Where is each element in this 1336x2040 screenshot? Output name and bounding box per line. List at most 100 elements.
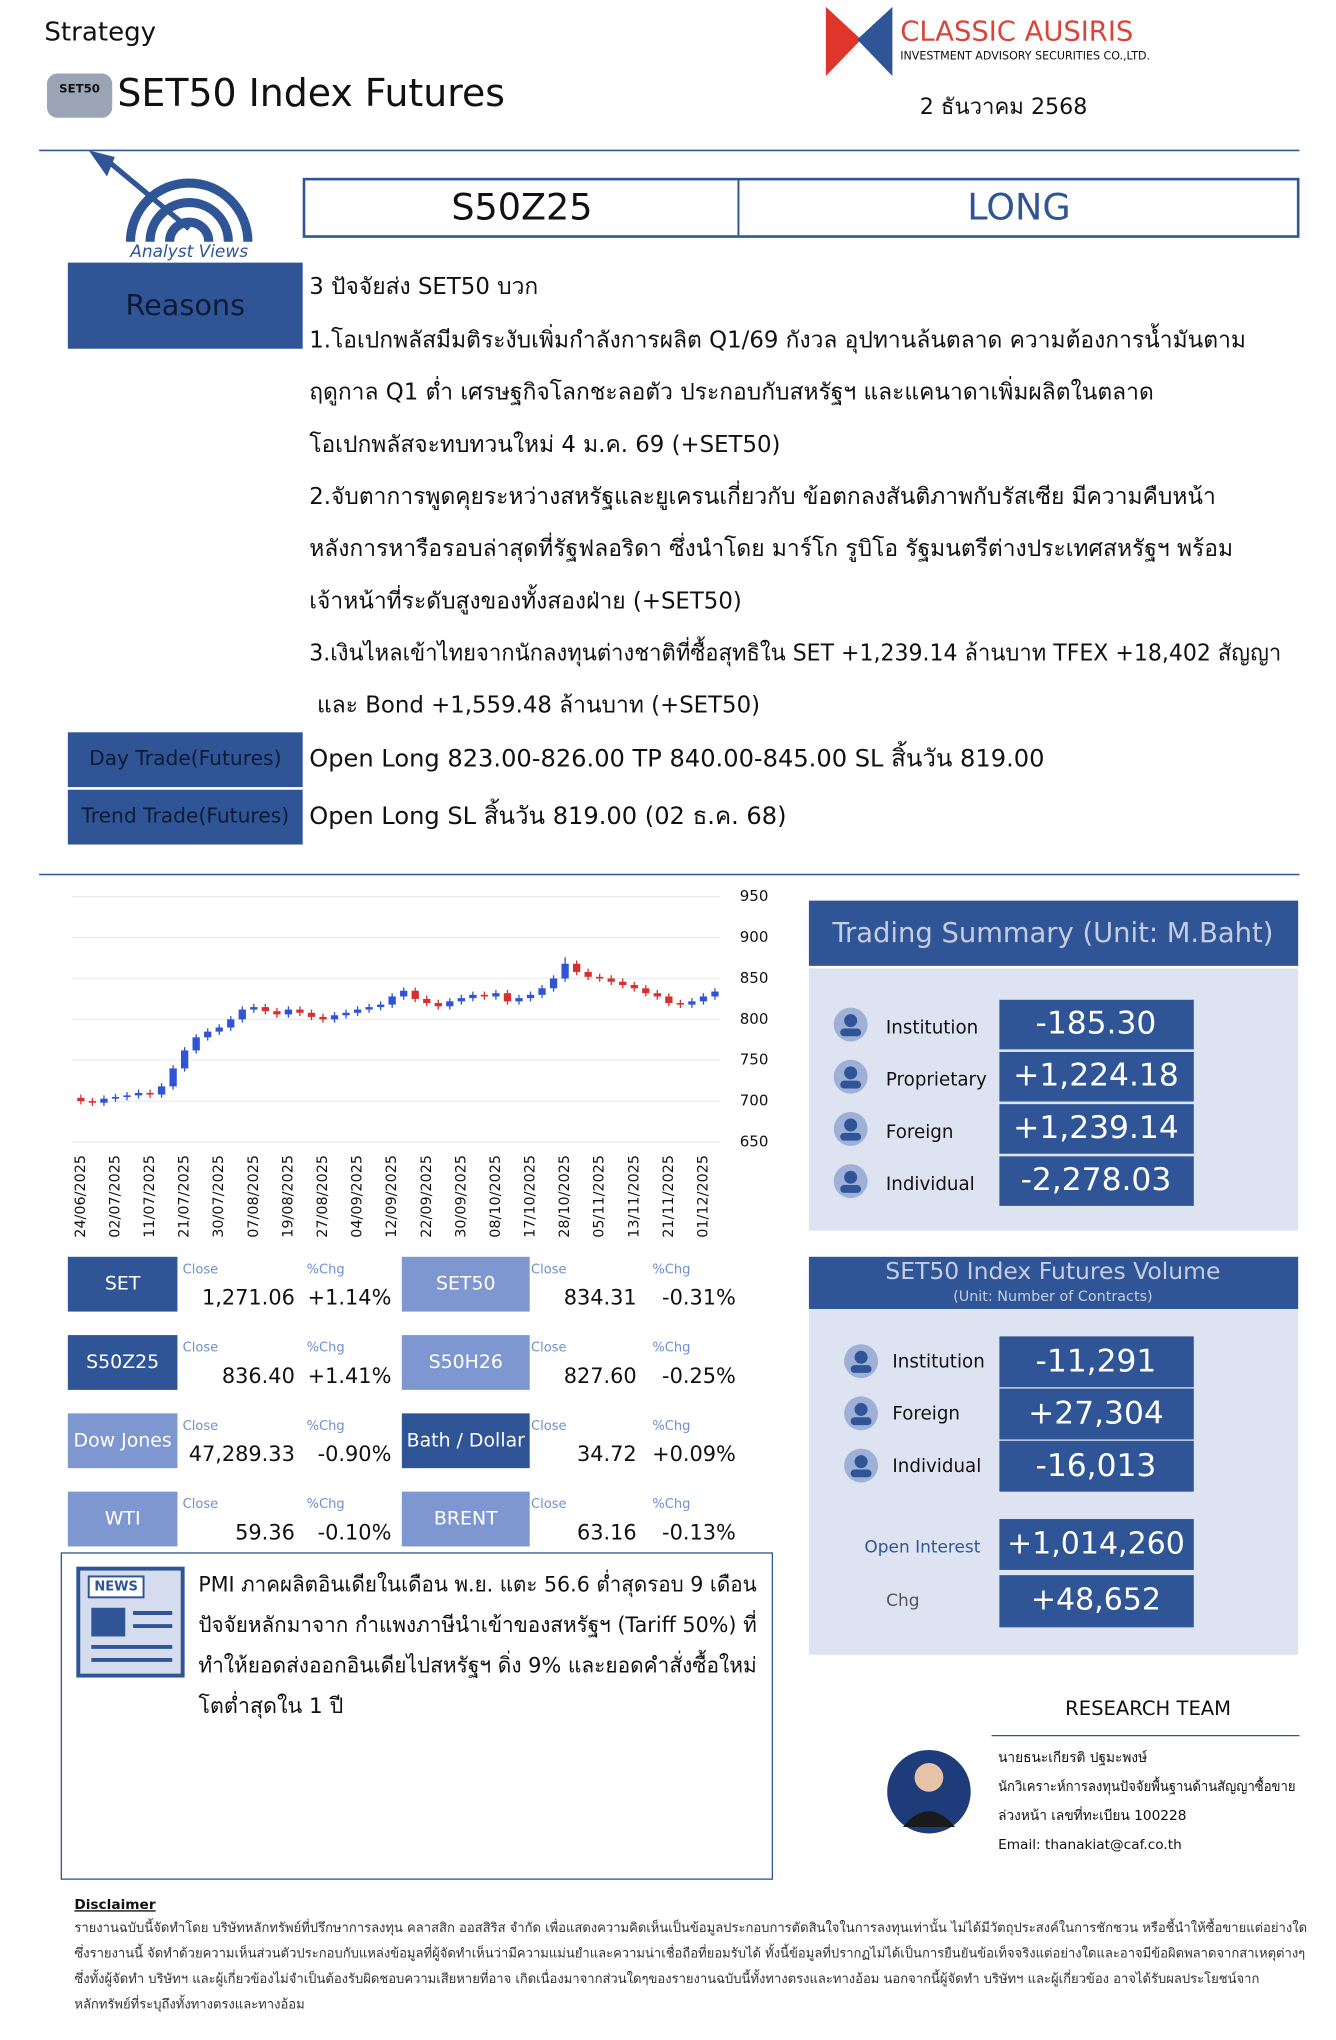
- x-tick-label: 01/12/2025: [695, 1155, 711, 1238]
- candle-body: [342, 1012, 350, 1016]
- chg-label: %Chg: [307, 1341, 345, 1356]
- price-chart: 650 700 750 800 850 900 950 24/06/2025 02/07/202…: [71, 887, 769, 1238]
- market-name: SET: [105, 1273, 141, 1295]
- row-icon: [844, 1066, 858, 1080]
- row-value: -16,013: [1036, 1448, 1157, 1484]
- chg-label: Chg: [886, 1590, 919, 1610]
- brand-subtitle: INVESTMENT ADVISORY SECURITIES CO.,LTD.: [900, 49, 1150, 62]
- candle-body: [238, 1009, 246, 1020]
- reasons-label-box: [67, 262, 303, 349]
- y-tick-label: 700: [740, 1092, 769, 1110]
- panel-title: Trading Summary (Unit: M.Baht): [831, 918, 1273, 949]
- candle-body: [204, 1031, 212, 1038]
- candle-body: [676, 1002, 685, 1005]
- candle-body: [88, 1101, 97, 1103]
- candle-body: [284, 1009, 293, 1015]
- candle-body: [492, 993, 500, 997]
- badge-text: SET50: [59, 82, 100, 96]
- reason-line: ฤดูกาล Q1 ต่ำ เศรษฐกิจโลกชะลอตัว ประกอบก…: [309, 376, 1154, 406]
- reason-line: 3 ปัจจัยส่ง SET50 บวก: [309, 274, 538, 300]
- value-box: [999, 1336, 1194, 1388]
- news-box: [60, 1552, 774, 1880]
- chg-value: +1.14%: [308, 1286, 392, 1310]
- news-text: PMI ภาคผลิตอินเดียในเดือน พ.ย. แตะ 56.6 …: [198, 1570, 757, 1719]
- news-line: ปัจจัยหลักมาจาก กำแพงภาษีนำเข้าของสหรัฐฯ…: [198, 1610, 756, 1638]
- trade-label-box: [67, 789, 303, 845]
- chg-label: %Chg: [652, 1497, 690, 1512]
- candle-body: [376, 1004, 385, 1008]
- candle-body: [665, 996, 673, 1003]
- chg-label: %Chg: [652, 1419, 690, 1434]
- row-icon: [854, 1455, 868, 1469]
- chg-value: -0.31%: [662, 1286, 736, 1310]
- row-icon: [840, 1080, 862, 1089]
- panel-header: [808, 1256, 1299, 1309]
- chg-value: -0.90%: [318, 1442, 392, 1466]
- candle-body: [711, 991, 719, 997]
- reason-line: เจ้าหน้าที่ระดับสูงของทั้งสองฝ่าย (+SET5…: [309, 584, 742, 614]
- disclaimer-line: ซึ่งทั้งผู้จัดทำ บริษัทฯ และผู้เกี่ยวข้อ…: [74, 1969, 1259, 1987]
- chg-label: %Chg: [652, 1262, 690, 1277]
- row-label: Institution: [886, 1017, 978, 1038]
- candle-body: [365, 1007, 373, 1010]
- x-tick-label: 21/11/2025: [661, 1155, 677, 1238]
- x-tick-label: 24/06/2025: [73, 1155, 89, 1238]
- close-value: 63.16: [577, 1520, 637, 1544]
- candle-body: [100, 1098, 108, 1103]
- symbol: S50Z25: [451, 186, 592, 229]
- market-name-box: [401, 1413, 530, 1469]
- candle-body: [111, 1097, 120, 1099]
- candle-body: [192, 1037, 200, 1051]
- y-tick-label: 800: [740, 1010, 769, 1028]
- news-badge: NEWS: [94, 1579, 138, 1594]
- analyst-photo: [887, 1749, 971, 1834]
- market-name-box: [67, 1256, 178, 1312]
- row-icon: [854, 1350, 868, 1364]
- market-table: SET Close 1,271.06 %Chg +1.14% SET50 Close 834.…: [67, 1256, 736, 1547]
- reason-line: 3.เงินไหลเข้าไทยจากนักลงทุนต่างชาติที่ซื…: [309, 637, 1281, 667]
- candle-body: [400, 990, 408, 997]
- candle-body: [227, 1019, 235, 1028]
- row-label: Proprietary: [886, 1070, 987, 1091]
- row-value: +27,304: [1028, 1396, 1164, 1432]
- candle-body: [699, 996, 708, 1002]
- close-label: Close: [531, 1419, 567, 1434]
- row-label: Institution: [892, 1351, 984, 1372]
- row-icon: [844, 1014, 858, 1028]
- row-icon: [840, 1185, 862, 1193]
- row-icon: [850, 1469, 872, 1478]
- candle-body: [561, 963, 569, 979]
- research-title: RESEARCH TEAM: [1065, 1697, 1231, 1720]
- row-label: Foreign: [892, 1404, 960, 1425]
- candle-body: [169, 1068, 177, 1087]
- market-name-box: [67, 1413, 178, 1469]
- candle-body: [653, 993, 661, 997]
- candle-body: [584, 971, 592, 977]
- candle-body: [596, 976, 604, 979]
- reason-line: 2.จับตาการพูดคุยระหว่างสหรัฐและยูเครนเกี…: [309, 480, 1216, 510]
- close-value: 59.36: [235, 1520, 295, 1544]
- x-tick-label: 12/09/2025: [384, 1155, 400, 1238]
- close-label: Close: [183, 1341, 219, 1356]
- disclaimer-line: หลักทรัพย์ที่ระบุถึงทั้งทางตรงและทางอ้อม: [74, 1995, 304, 2013]
- candle-body: [77, 1097, 85, 1102]
- candle-body: [353, 1009, 362, 1013]
- y-tick-label: 950: [740, 887, 769, 905]
- row-value: -2,278.03: [1021, 1162, 1172, 1198]
- close-label: Close: [531, 1497, 567, 1512]
- x-tick-label: 28/10/2025: [557, 1155, 573, 1238]
- candle-body: [296, 1009, 304, 1013]
- x-tick-label: 13/11/2025: [626, 1155, 642, 1238]
- reason-line: และ Bond +1,559.48 ล้านบาท (+SET50): [317, 693, 760, 719]
- market-name-box: [401, 1256, 530, 1312]
- y-tick-label: 900: [740, 928, 769, 946]
- close-label: Close: [531, 1262, 567, 1277]
- candle-body: [572, 963, 581, 972]
- candle-body: [526, 994, 535, 999]
- candle-body: [538, 988, 546, 995]
- position: LONG: [967, 186, 1070, 229]
- chg-label: %Chg: [307, 1419, 345, 1434]
- panel-header: [808, 900, 1299, 966]
